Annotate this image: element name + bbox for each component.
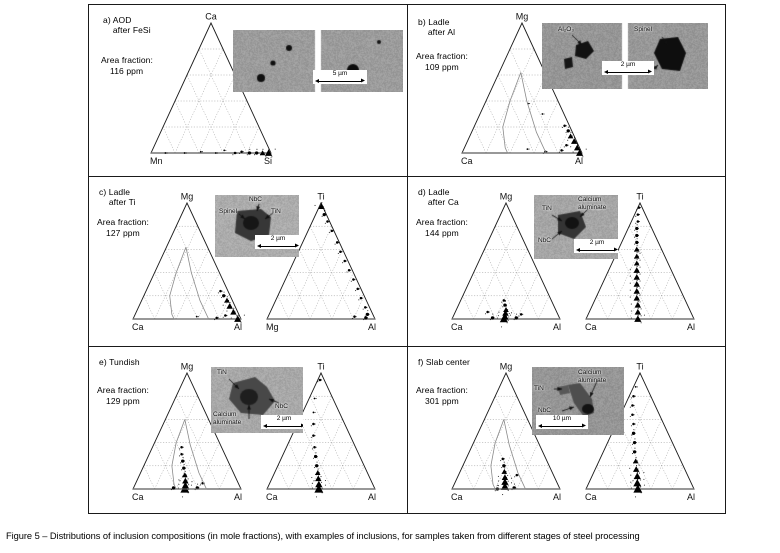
svg-text:Mg: Mg [500, 192, 513, 202]
scale-bar-c: 2 µm [255, 235, 299, 249]
svg-text:Al: Al [234, 322, 242, 332]
micrograph-b-label-alumina: Al₂O₃ [558, 26, 574, 34]
scale-bar-b-line [604, 69, 652, 75]
figure-row-3: e) Tundish Area fraction: 129 ppm Mg Ca Al … [89, 346, 725, 513]
scale-bar-a-text: 5 µm [315, 70, 365, 78]
micrograph-c-label-tin: TiN [271, 208, 281, 216]
micrograph-e-label-calcium-aluminate: Calcium aluminate [213, 411, 241, 426]
scale-bar-b: 2 µm [602, 61, 654, 75]
scale-bar-e-line [263, 423, 303, 429]
svg-text:Ca: Ca [132, 322, 144, 332]
scale-bar-e-text: 2 µm [263, 415, 303, 423]
micrograph-c-label-spinel: Spinel [219, 208, 237, 216]
micrograph-e: TiN Calcium aluminate NbC 2 µm [211, 367, 303, 433]
svg-text:Al: Al [575, 156, 583, 166]
scale-bar-b-text: 2 µm [604, 61, 652, 69]
svg-text:Ca: Ca [461, 156, 473, 166]
svg-text:Al: Al [553, 322, 561, 332]
svg-text:Ca: Ca [585, 492, 597, 502]
svg-text:Ti: Ti [317, 192, 324, 202]
figure-row-2: c) Ladle after Ti Area fraction: 127 ppm … [89, 176, 725, 346]
svg-text:Mg: Mg [181, 192, 194, 202]
svg-text:Ca: Ca [266, 492, 278, 502]
scale-bar-d-line [576, 247, 618, 253]
svg-text:Al: Al [234, 492, 242, 502]
scale-bar-c-line [257, 243, 299, 249]
svg-text:Al: Al [368, 322, 376, 332]
micrograph-d-label-nbc: NbC [538, 237, 551, 245]
svg-text:Si: Si [264, 156, 272, 166]
svg-text:Ca: Ca [585, 322, 597, 332]
micrograph-c-label-nbc: NbC [249, 196, 262, 204]
svg-text:Mg: Mg [500, 362, 513, 372]
scale-bar-d-text: 2 µm [576, 239, 618, 247]
micrograph-d-label-tin: TiN [542, 205, 552, 213]
micrograph-d: TiN Calcium aluminate NbC 2 µm [534, 195, 618, 259]
figure-caption: Figure 5 – Distributions of inclusion co… [6, 530, 774, 542]
micrograph-b-label-spinel: Spinel [634, 26, 652, 34]
panel-c: c) Ladle after Ti Area fraction: 127 ppm … [89, 177, 407, 346]
svg-text:Al: Al [553, 492, 561, 502]
svg-text:Ti: Ti [636, 192, 643, 202]
svg-text:Mn: Mn [150, 156, 163, 166]
scale-bar-d: 2 µm [574, 239, 618, 253]
svg-text:Ca: Ca [451, 322, 463, 332]
svg-text:Ti: Ti [636, 362, 643, 372]
panel-b: b) Ladle after Al Area fraction: 109 ppm … [407, 5, 725, 176]
scale-bar-f: 10 µm [536, 415, 588, 429]
figure-frame: a) AOD after FeSi Area fraction: 116 ppm … [88, 4, 726, 514]
micrograph-f-label-tin: TiN [534, 385, 544, 393]
svg-text:Ca: Ca [451, 492, 463, 502]
micrograph-f-label-nbc: NbC [538, 407, 551, 415]
micrograph-d-label-calcium-aluminate: Calcium aluminate [578, 196, 606, 211]
micrograph-a: 5 µm [233, 30, 403, 92]
panel-f: f) Slab center Area fraction: 301 ppm Mg C… [407, 347, 725, 513]
scale-bar-a: 5 µm [313, 70, 367, 84]
svg-text:Ca: Ca [205, 12, 217, 22]
svg-text:Ti: Ti [317, 362, 324, 372]
svg-text:Al: Al [368, 492, 376, 502]
svg-text:Al: Al [687, 322, 695, 332]
svg-text:Al: Al [687, 492, 695, 502]
figure-row-1: a) AOD after FeSi Area fraction: 116 ppm … [89, 5, 725, 176]
svg-text:Mg: Mg [516, 12, 529, 22]
micrograph-e-label-tin: TiN [217, 369, 227, 377]
svg-text:Mg: Mg [266, 322, 279, 332]
panel-b-label: b) Ladle after Al [418, 17, 455, 37]
micrograph-e-label-nbc: NbC [275, 403, 288, 411]
scale-bar-f-line [538, 423, 586, 429]
scale-bar-c-text: 2 µm [257, 235, 299, 243]
svg-text:Ca: Ca [132, 492, 144, 502]
micrograph-c: NbC Spinel TiN 2 µm [215, 195, 299, 257]
micrograph-f-label-calcium-aluminate: Calcium aluminate [578, 369, 606, 384]
scale-bar-f-text: 10 µm [538, 415, 586, 423]
scale-bar-a-line [315, 78, 365, 84]
micrograph-b: Al₂O₃ Spinel NbC 2 µm [542, 23, 708, 89]
svg-text:Mg: Mg [181, 362, 194, 372]
scale-bar-e: 2 µm [261, 415, 303, 429]
panel-e: e) Tundish Area fraction: 129 ppm Mg Ca Al … [89, 347, 407, 513]
panel-d: d) Ladle after Ca Area fraction: 144 ppm … [407, 177, 725, 346]
micrograph-f: TiN Calcium aluminate NbC 10 µm [532, 367, 624, 435]
panel-a: a) AOD after FeSi Area fraction: 116 ppm … [89, 5, 407, 176]
panel-a-area-fraction-value: 116 ppm [101, 66, 143, 76]
